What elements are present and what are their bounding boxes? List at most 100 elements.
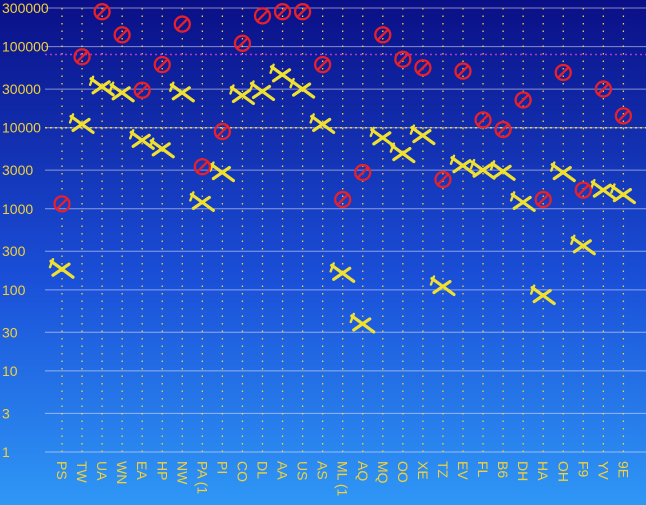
y-tick-label: 300 <box>2 243 26 259</box>
no-symbol-icon <box>374 26 392 44</box>
plane-icon <box>229 84 256 106</box>
x-tick-label: EA <box>134 461 150 480</box>
no-symbol-icon <box>73 48 91 66</box>
x-tick-label: FL <box>475 461 491 478</box>
x-tick-label: DH <box>515 461 531 481</box>
y-tick-label: 3 <box>2 405 10 421</box>
y-axis: 1 3 10 30 100 300 1000 3000 10000 30000 100000 3000… <box>2 0 49 460</box>
plane-icon <box>309 113 336 134</box>
x-tick-label: AS <box>315 461 331 480</box>
no-symbol-icon <box>614 107 633 125</box>
no-symbol-icon <box>534 190 552 209</box>
x-tick-label: B6 <box>495 461 511 478</box>
x-tick-label: WN <box>114 461 130 484</box>
no-symbol-icon <box>574 181 592 199</box>
x-tick-label: ML (1 <box>335 461 351 496</box>
no-symbol-icon <box>474 111 492 129</box>
no-symbol-icon <box>354 163 372 182</box>
x-tick-label: AQ <box>355 461 371 481</box>
data-marks <box>48 3 637 334</box>
plane-icon <box>530 284 556 306</box>
no-symbol-icon <box>93 3 111 21</box>
plane-icon <box>409 124 436 146</box>
x-tick-label: NW <box>174 461 190 485</box>
x-axis: PS TW UA WN EA HP NW PA (1 PI CO DL AA US AS ML (1 AQ MQ… <box>54 461 631 496</box>
y-tick-label: 10000 <box>2 120 41 136</box>
no-symbol-icon <box>133 81 151 99</box>
x-tick-label: US <box>295 461 311 480</box>
x-tick-label: HA <box>535 461 551 481</box>
x-tick-label: PI <box>214 461 230 474</box>
plane-icon <box>550 161 576 183</box>
x-tick-label: DL <box>255 461 271 479</box>
no-symbol-icon <box>494 120 512 139</box>
no-symbol-icon <box>514 91 532 109</box>
plane-icon <box>469 158 496 180</box>
no-symbol-icon <box>153 56 171 74</box>
plane-icon <box>369 126 396 148</box>
plane-icon <box>489 160 516 181</box>
no-symbol-icon <box>414 59 432 77</box>
y-tick-label: 100000 <box>2 39 49 55</box>
no-symbol-icon <box>554 63 572 82</box>
no-symbol-icon <box>253 7 272 25</box>
x-tick-label: TW <box>74 461 90 484</box>
y-tick-label: 1000 <box>2 201 33 217</box>
no-symbol-icon <box>454 62 472 80</box>
plane-icon <box>48 257 75 279</box>
no-symbol-icon <box>594 80 612 98</box>
plane-icon <box>108 81 135 103</box>
no-symbol-icon <box>53 195 71 213</box>
x-tick-label: XE <box>415 461 431 480</box>
x-tick-label: 9E <box>615 461 631 478</box>
plane-icon <box>68 113 95 134</box>
no-symbol-icon <box>293 3 312 21</box>
no-symbol-icon <box>233 34 252 52</box>
y-tick-label: 1 <box>2 444 10 460</box>
reference-lines <box>45 53 646 129</box>
y-tick-label: 10 <box>2 363 18 379</box>
x-tick-label: PS <box>54 461 70 480</box>
plane-icon <box>88 75 115 97</box>
x-tick-label: YV <box>595 461 611 480</box>
x-tick-label: PA (1 <box>194 461 210 494</box>
y-tick-label: 100 <box>2 282 26 298</box>
plane-icon <box>349 312 376 334</box>
plane-icon <box>149 137 175 159</box>
plane-icon <box>329 262 356 283</box>
no-symbol-icon <box>394 50 412 68</box>
plane-icon <box>169 81 195 103</box>
plane-icon <box>209 161 235 183</box>
no-symbol-icon <box>213 122 232 141</box>
no-symbol-icon <box>434 170 452 189</box>
no-symbol-icon <box>334 190 352 209</box>
x-tick-label: AA <box>275 461 291 480</box>
y-tick-label: 30000 <box>2 81 41 97</box>
plane-icon <box>449 154 476 176</box>
plane-icon <box>509 191 536 212</box>
no-symbol-icon <box>313 56 332 74</box>
y-tick-label: 300000 <box>2 0 49 16</box>
plane-icon <box>269 63 296 85</box>
x-tick-label: OO <box>395 461 411 483</box>
no-symbol-icon <box>113 26 131 44</box>
plane-icon <box>249 80 276 102</box>
x-tick-label: UA <box>94 461 110 481</box>
x-tick-label: CO <box>234 461 250 482</box>
x-tick-label: F9 <box>575 461 591 478</box>
plane-icon <box>610 183 637 205</box>
x-tick-label: MQ <box>375 461 391 484</box>
y-tick-label: 3000 <box>2 162 33 178</box>
plane-icon <box>570 234 596 256</box>
x-tick-label: TZ <box>435 461 451 479</box>
no-symbol-icon <box>193 158 212 176</box>
x-tick-label: HP <box>154 461 170 480</box>
plane-icon <box>389 142 416 164</box>
x-tick-label: EV <box>455 461 471 480</box>
y-tick-label: 30 <box>2 324 18 340</box>
plane-icon <box>289 77 316 99</box>
plane-icon <box>429 275 456 297</box>
plane-icon <box>189 191 215 212</box>
x-tick-label: OH <box>555 461 571 482</box>
